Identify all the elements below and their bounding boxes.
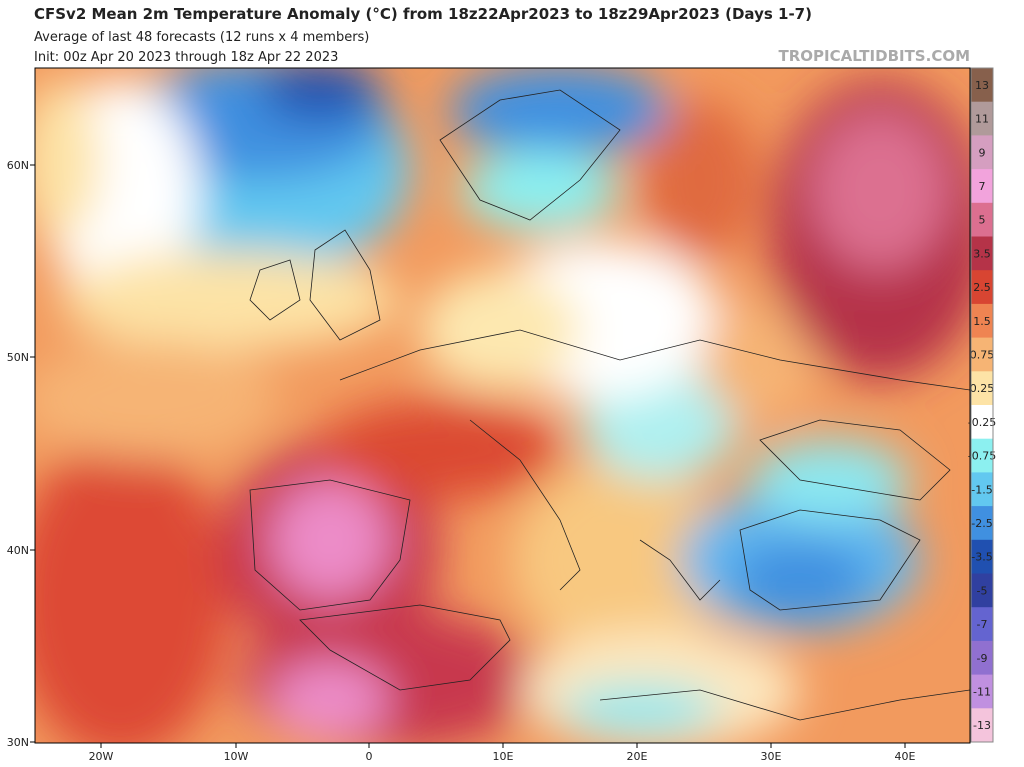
colorbar-label: 11: [975, 113, 989, 126]
colorbar-label: 3.5: [973, 247, 991, 260]
colorbar-swatch: [971, 539, 993, 574]
colorbar-swatch: [971, 708, 993, 743]
colorbar-swatch: [971, 202, 993, 237]
coastlines: [249, 89, 970, 721]
colorbar-swatch: [971, 169, 993, 204]
colorbar-label: 1.5: [973, 315, 991, 328]
colorbar-label: -2.5: [971, 517, 992, 530]
lon-label: 10E: [493, 750, 514, 763]
colorbar-swatch: [971, 640, 993, 676]
colorbar-swatch: [971, 337, 993, 372]
colorbar: 13 11 9 7 5 3.5 2.5 1.5 0.75 0.25 -0.25 -0.75 -1.5 -2…: [968, 67, 996, 743]
anomaly-field: [35, 68, 970, 743]
colorbar-swatch: [971, 472, 993, 507]
colorbar-swatch: [971, 573, 993, 608]
colorbar-label: 5: [979, 214, 986, 227]
colorbar-label: -9: [977, 652, 988, 665]
colorbar-swatch: [971, 438, 993, 473]
colorbar-label: -0.75: [968, 450, 996, 463]
colorbar-label: -13: [973, 719, 991, 732]
colorbar-label: 0.75: [970, 348, 995, 361]
lat-label: 30N: [7, 736, 29, 749]
lat-label: 60N: [7, 159, 29, 172]
lat-label: 50N: [7, 351, 29, 364]
subtitle: Average of last 48 forecasts (12 runs x …: [34, 30, 369, 45]
colorbar-swatch: [971, 371, 993, 406]
colorbar-label: 2.5: [973, 281, 991, 294]
colorbar-label: 0.25: [970, 382, 995, 395]
colorbar-swatch: [971, 270, 993, 305]
colorbar-swatch: [971, 236, 993, 271]
colorbar-frame: [970, 67, 994, 743]
lon-label: 20W: [89, 750, 114, 763]
colorbar-swatch: [971, 303, 993, 339]
colorbar-label: 13: [975, 79, 989, 92]
colorbar-swatch: [971, 674, 993, 709]
colorbar-label: -1.5: [971, 483, 992, 496]
colorbar-label: 7: [979, 180, 986, 193]
init-line: Init: 00z Apr 20 2023 through 18z Apr 22…: [34, 50, 338, 65]
colorbar-swatch: [971, 607, 993, 642]
lon-label: 30E: [761, 750, 782, 763]
colorbar-label: -0.25: [968, 416, 996, 429]
colorbar-swatch: [971, 68, 993, 103]
colorbar-label: 9: [979, 146, 986, 159]
title: CFSv2 Mean 2m Temperature Anomaly (°C) f…: [34, 5, 812, 23]
lat-label: 40N: [7, 544, 29, 557]
colorbar-swatch: [971, 405, 993, 440]
watermark: TROPICALTIDBITS.COM: [779, 47, 971, 65]
lon-label: 10W: [224, 750, 249, 763]
colorbar-label: -5: [977, 584, 988, 597]
colorbar-label: -7: [977, 618, 988, 631]
colorbar-label: -11: [973, 685, 991, 698]
lon-label: 40E: [895, 750, 916, 763]
colorbar-swatch: [971, 101, 993, 136]
axes: 60N 50N 40N 30N 20W 10W 0 10E 20E 30E 40E: [7, 159, 916, 763]
lon-label: 0: [366, 750, 373, 763]
colorbar-swatch: [971, 506, 993, 541]
colorbar-label: -3.5: [971, 551, 992, 564]
lon-label: 20E: [627, 750, 648, 763]
colorbar-swatch: [971, 135, 993, 170]
